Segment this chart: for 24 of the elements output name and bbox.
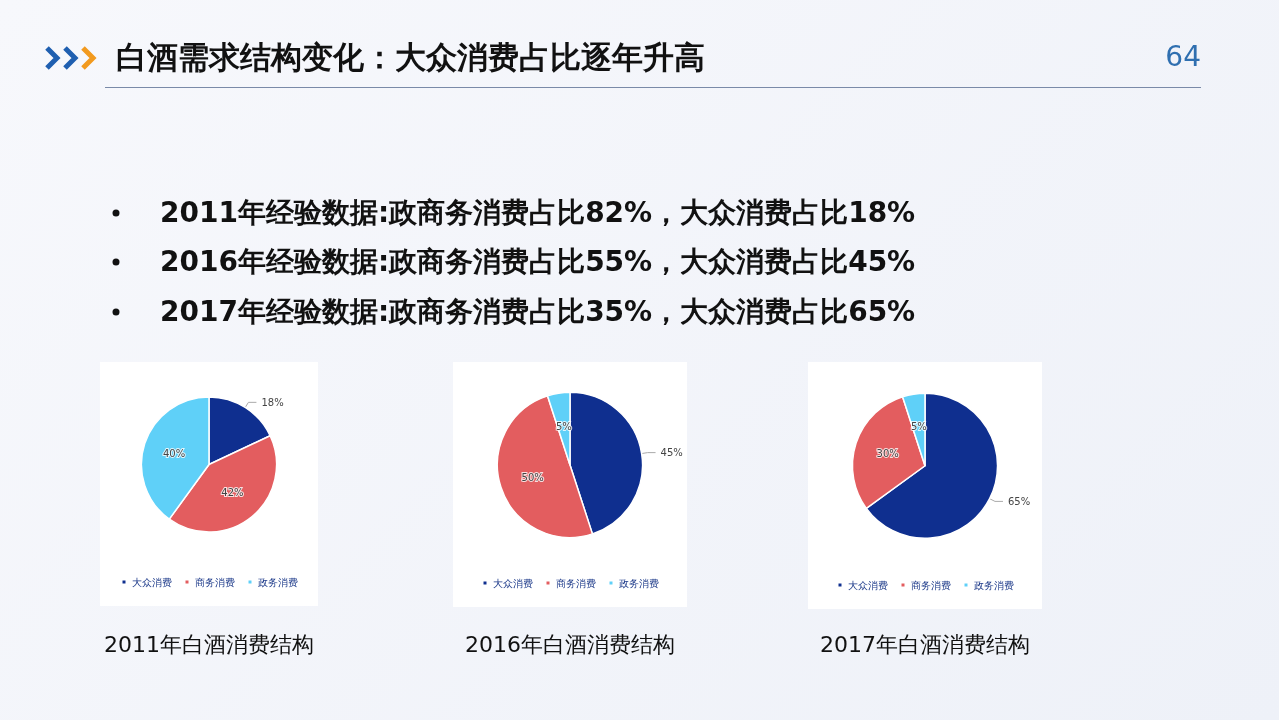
legend-label: 大众消费 — [492, 577, 533, 589]
text: 2017年经验数据:政商务消费占比35%，大众消费占比65% — [160, 293, 916, 330]
legend-label: 政务消费 — [618, 577, 659, 589]
legend-label: 政务消费 — [973, 579, 1014, 591]
text: 2011年经验数据:政商务消费占比82%，大众消费占比18% — [160, 194, 916, 231]
data-label: 65% — [1007, 495, 1031, 507]
data-label: 18% — [261, 396, 284, 408]
text: 64 — [1165, 40, 1201, 73]
text: 2016年白酒消费结构 — [464, 631, 676, 659]
data-label: 40% — [162, 447, 186, 459]
legend-label: 商务消费 — [910, 579, 951, 591]
legend-label: 大众消费 — [131, 576, 172, 588]
data-label: 30% — [876, 448, 899, 460]
text: 白酒需求结构变化：大众消费占比逐年升高 — [116, 38, 705, 77]
data-label: 45% — [660, 447, 683, 459]
data-label: 42% — [221, 487, 244, 499]
data-label: 50% — [521, 471, 544, 483]
text: 2016年经验数据:政商务消费占比55%，大众消费占比45% — [160, 244, 916, 281]
legend-label: 商务消费 — [555, 577, 596, 589]
legend-label: 大众消费 — [847, 579, 888, 591]
legend-label: 政务消费 — [257, 576, 298, 588]
legend-label: 商务消费 — [194, 576, 235, 588]
text: 2017年白酒消费结构 — [819, 631, 1031, 659]
text: 2011年白酒消费结构 — [103, 631, 315, 659]
